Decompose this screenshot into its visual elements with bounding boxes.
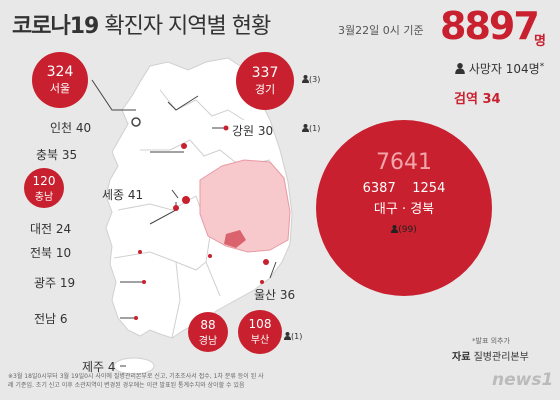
daegu-gyeongbuk-split: 6387 1254 bbox=[316, 181, 492, 196]
footnote: ※3월 18일0시부터 3월 19일0시 사이에 질병관리본부로 신고, 기초조… bbox=[8, 373, 264, 389]
busan-name: 부산 bbox=[250, 335, 270, 346]
daegu-gyeongbuk-name: 대구 · 경북 bbox=[373, 202, 435, 217]
news1-logo: news1 bbox=[492, 370, 554, 390]
daegu-gyeongbuk-deaths: (99) bbox=[316, 225, 492, 235]
gyeonggi-name: 경기 bbox=[254, 83, 276, 96]
person-icon bbox=[455, 63, 465, 74]
total-unit: 명 bbox=[534, 34, 546, 49]
seoul-count: 324 bbox=[46, 64, 74, 80]
label-ulsan: 울산 36 bbox=[254, 288, 296, 302]
title-main: 코로나19 bbox=[12, 14, 99, 39]
jeju-island bbox=[113, 357, 155, 375]
date-label: 3월22일 0시 기준 bbox=[338, 24, 424, 37]
label-chungbuk: 충북 35 bbox=[36, 148, 78, 162]
daegu-gyeongbuk-area bbox=[199, 159, 291, 253]
death-count: 사망자 104명* bbox=[455, 60, 544, 77]
person-icon bbox=[302, 75, 309, 83]
gyeonggi-count: 337 bbox=[251, 65, 279, 81]
person-icon bbox=[391, 225, 399, 233]
source-name: 질병관리본부 bbox=[473, 352, 529, 363]
bubble-gyeongnam: 88 경남 bbox=[188, 312, 228, 352]
label-jeonbuk: 전북 10 bbox=[30, 246, 72, 260]
label-jeju: 제주 4 bbox=[82, 360, 116, 374]
label-incheon: 인천 40 bbox=[50, 121, 92, 135]
daegu-gyeongbuk-total: 7641 bbox=[376, 150, 432, 175]
bubble-daegu-gyeongbuk: 7641 6387 1254 대구 · 경북 (99) bbox=[316, 120, 492, 296]
daegu-count: 6387 bbox=[362, 181, 396, 196]
label-sejong: 세종 41 bbox=[102, 188, 144, 202]
label-jeonnam: 전남 6 bbox=[34, 312, 68, 326]
gyeongnam-count: 88 bbox=[200, 318, 216, 332]
bubble-gyeonggi: 337 경기 bbox=[236, 52, 294, 110]
death-mark: * bbox=[539, 62, 545, 72]
person-icon bbox=[302, 124, 309, 132]
gyeonggi-deaths: (3) bbox=[302, 75, 320, 84]
source-label: 자료 bbox=[452, 352, 471, 363]
seoul-name: 서울 bbox=[49, 82, 71, 95]
bubble-chungnam: 120 충남 bbox=[24, 168, 64, 208]
busan-deaths: (1) bbox=[284, 332, 302, 341]
death-text: 사망자 104명 bbox=[468, 62, 540, 76]
mainland-outline bbox=[105, 57, 293, 339]
label-gangwon: 강원 30 bbox=[232, 124, 274, 138]
chungnam-count: 120 bbox=[32, 174, 56, 188]
source-line: 자료 질병관리본부 bbox=[452, 348, 529, 363]
quarantine-count: 검역 34 bbox=[454, 92, 501, 107]
person-icon bbox=[284, 332, 291, 340]
label-gwangju: 광주 19 bbox=[34, 276, 76, 290]
title-rest: 확진자 지역별 현황 bbox=[98, 14, 271, 39]
label-daejeon: 대전 24 bbox=[30, 222, 72, 236]
bubble-busan: 108 부산 bbox=[238, 310, 282, 354]
note-text: *발표 외추가 bbox=[472, 337, 510, 345]
total-count: 8897 bbox=[440, 4, 540, 48]
busan-count: 108 bbox=[248, 317, 272, 331]
page-title: 코로나19 확진자 지역별 현황 bbox=[12, 8, 271, 40]
chungnam-name: 충남 bbox=[34, 192, 54, 203]
gyeongnam-name: 경남 bbox=[198, 336, 218, 347]
gangwon-deaths: (1) bbox=[302, 124, 320, 133]
gyeongbuk-count: 1254 bbox=[412, 181, 446, 196]
bubble-seoul: 324 서울 bbox=[32, 52, 88, 108]
